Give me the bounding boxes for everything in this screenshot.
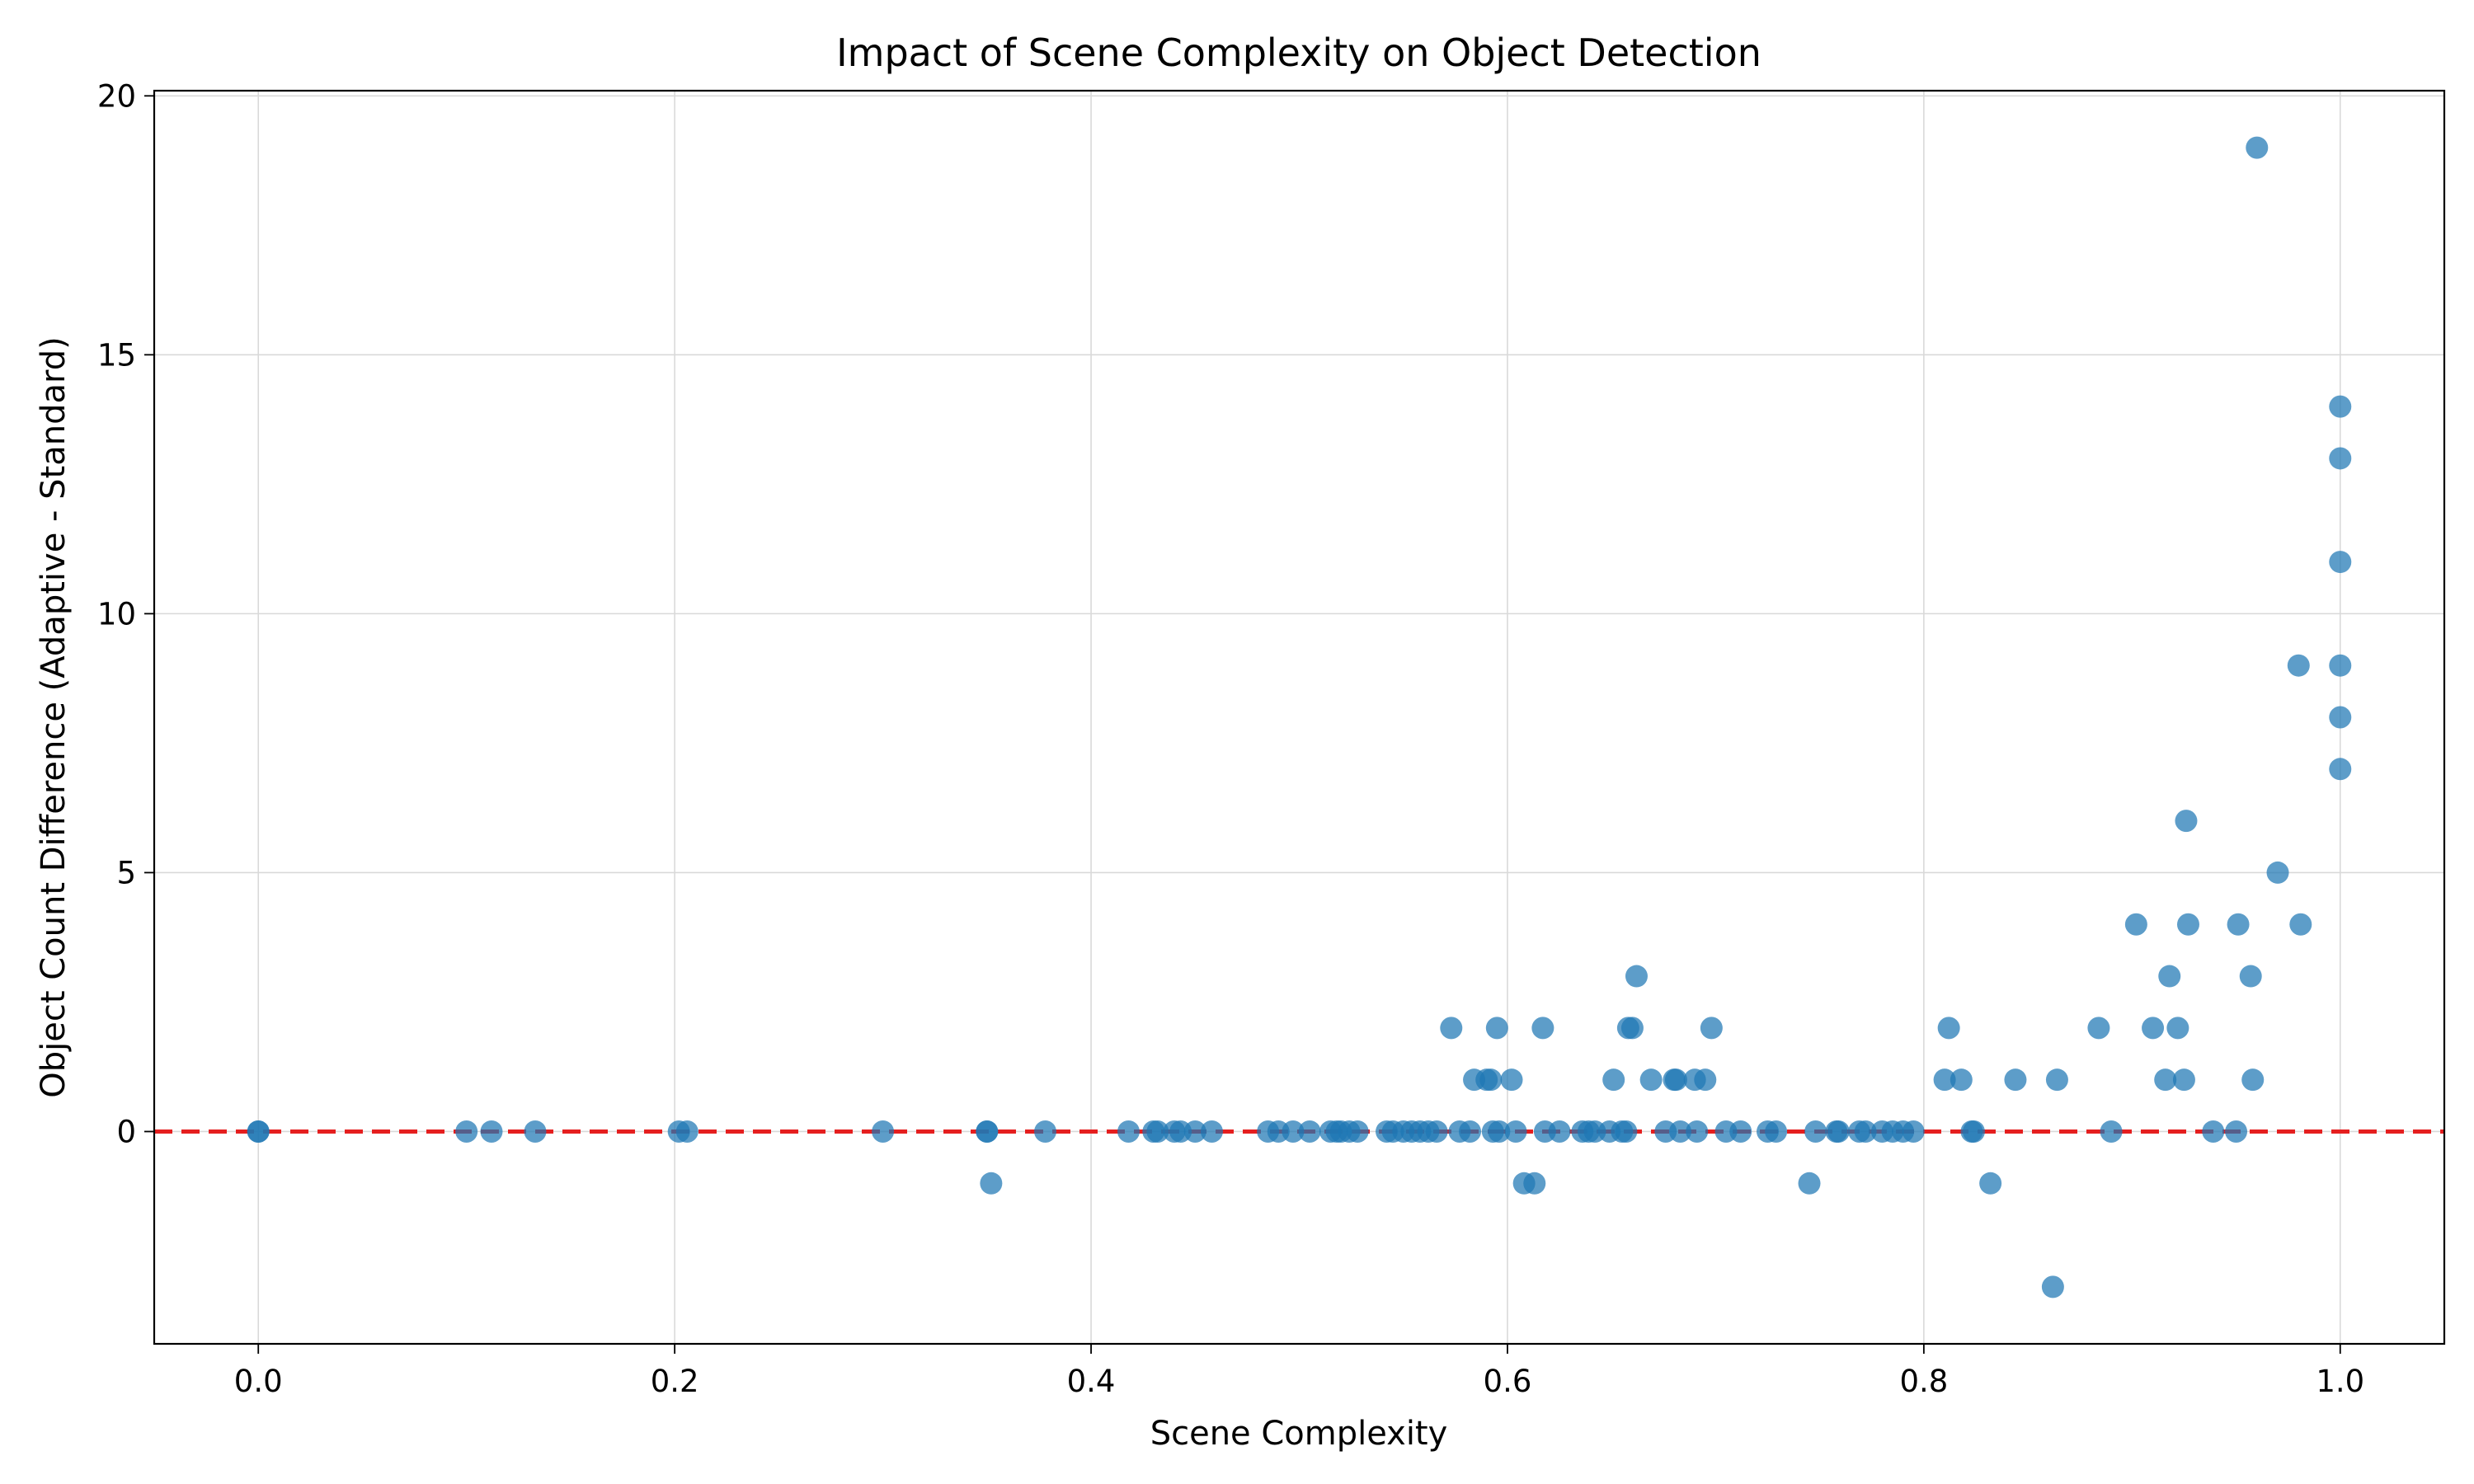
data-point [1668,1120,1691,1143]
data-point [2045,1068,2068,1092]
data-point [2158,965,2181,988]
data-point [1531,1017,1554,1040]
x-tick-label: 0.6 [1484,1364,1532,1399]
data-point [1200,1120,1223,1143]
data-point [1804,1120,1827,1143]
data-point [1485,1017,1508,1040]
x-tick-label: 0.4 [1067,1364,1116,1399]
data-point [1146,1120,1169,1143]
data-point [247,1120,270,1143]
data-point [2004,1068,2027,1092]
data-point [2287,654,2310,677]
data-point [1602,1068,1625,1092]
data-point [2329,447,2352,470]
x-tick-label: 0.0 [234,1364,283,1399]
data-point [2166,1017,2189,1040]
data-point [1034,1120,1057,1143]
data-point [1664,1068,1687,1092]
data-points [247,136,2352,1298]
data-point [1479,1068,1503,1092]
data-point [480,1120,503,1143]
x-tick-label: 1.0 [2316,1364,2364,1399]
data-point [1854,1120,1877,1143]
data-point [2329,758,2352,781]
data-point [1488,1120,1511,1143]
data-point [1765,1120,1788,1143]
data-point [1937,1017,1960,1040]
data-point [1282,1120,1305,1143]
data-point [1700,1017,1723,1040]
data-point [2142,1017,2165,1040]
data-point [1425,1120,1448,1143]
data-point [1117,1120,1140,1143]
data-point [1625,965,1648,988]
y-tick-label: 0 [116,1114,136,1149]
y-axis-label: Object Count Difference (Adaptive - Stan… [35,336,73,1098]
y-tick-label: 10 [97,596,136,632]
data-point [1504,1120,1527,1143]
y-tick-label: 15 [97,337,136,373]
data-point [1523,1172,1546,1195]
data-point [1346,1120,1369,1143]
data-point [872,1120,895,1143]
data-point [1459,1120,1482,1143]
data-point [1950,1068,1973,1092]
y-tick-label: 5 [116,855,136,890]
data-point [2266,861,2289,884]
data-point [1962,1120,1985,1143]
data-point [976,1120,999,1143]
data-point [1639,1068,1663,1092]
data-point [2202,1120,2225,1143]
data-point [2241,1068,2265,1092]
data-point [2329,551,2352,574]
data-point [2175,810,2198,833]
data-point [2172,1068,2195,1092]
plot-frame [153,89,2446,1345]
data-point [1933,1068,1956,1092]
y-tick-label: 20 [97,78,136,114]
data-point [455,1120,478,1143]
data-point [524,1120,547,1143]
data-point [2124,913,2147,936]
data-point [1615,1120,1638,1143]
data-point [1183,1120,1206,1143]
chart-title: Impact of Scene Complexity on Object Det… [836,31,1761,75]
x-tick-label: 0.2 [651,1364,699,1399]
data-point [1440,1017,1463,1040]
data-point [1729,1120,1752,1143]
data-point [1798,1172,1821,1195]
data-point [1902,1120,1925,1143]
data-point [1979,1172,2002,1195]
data-point [675,1120,698,1143]
data-point [1827,1120,1850,1143]
data-point [1620,1017,1644,1040]
data-point [2329,654,2352,677]
data-point [2289,913,2312,936]
data-point [2100,1120,2123,1143]
data-point [1298,1120,1321,1143]
data-point [2225,1120,2248,1143]
x-axis-label: Scene Complexity [1150,1415,1448,1453]
y-axis-ticks: 0 5 10 15 20 [97,78,154,1149]
data-point [2041,1275,2064,1298]
data-point [2246,136,2269,159]
data-point [1686,1120,1709,1143]
data-point [2329,706,2352,729]
data-point [1500,1068,1523,1092]
data-point [2176,913,2199,936]
data-point [980,1172,1003,1195]
data-point [2227,913,2250,936]
data-point [2087,1017,2110,1040]
x-tick-label: 0.8 [1899,1364,1948,1399]
data-point [2239,965,2262,988]
data-point [2154,1068,2177,1092]
data-point [1548,1120,1571,1143]
data-point [1694,1068,1717,1092]
data-point [2329,395,2352,418]
grid [154,91,2444,1344]
x-axis-ticks: 0.0 0.2 0.4 0.6 0.8 1.0 [234,1344,2364,1399]
